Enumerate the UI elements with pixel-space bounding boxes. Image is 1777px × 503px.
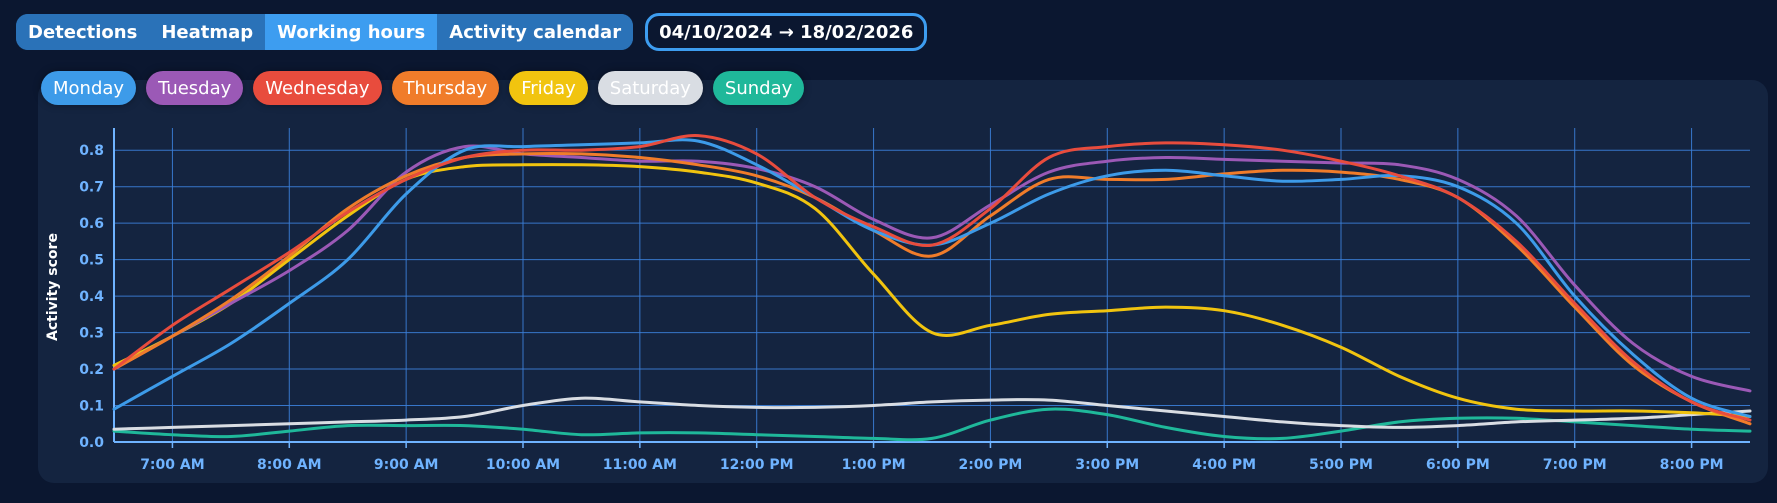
series-line-monday [112,138,1752,418]
tab-working-hours[interactable]: Working hours [265,14,438,50]
legend-item-wednesday[interactable]: Wednesday [253,71,382,105]
series-line-thursday [112,151,1752,426]
x-tick-label: 12:00 PM [720,457,794,473]
y-tick-label: 0.4 [79,289,104,305]
legend-item-monday[interactable]: Monday [41,71,137,105]
series-line-tuesday [112,144,1752,393]
legend-item-tuesday[interactable]: Tuesday [146,71,244,105]
series-legend: Monday Tuesday Wednesday Thursday Friday Satu… [41,71,805,105]
x-tick-label: 10:00 AM [486,457,560,473]
y-tick-label: 0.2 [79,362,104,378]
x-tick-label: 5:00 PM [1309,457,1373,473]
tab-detections[interactable]: Detections [16,14,150,50]
y-tick-label: 0.7 [79,180,104,196]
x-tick-label: 7:00 PM [1543,457,1607,473]
chart-grid [114,128,1750,443]
x-tick-label: 4:00 PM [1192,457,1256,473]
x-tick-label: 8:00 AM [257,457,321,473]
x-tick-label: 7:00 AM [140,457,204,473]
tab-activity-calendar[interactable]: Activity calendar [437,14,634,50]
legend-item-friday[interactable]: Friday [509,71,588,105]
view-tabs: Detections Heatmap Working hours Activit… [16,14,634,50]
chart-series [112,134,1752,442]
y-tick-label: 0.8 [79,143,104,159]
x-tick-label: 9:00 AM [374,457,438,473]
series-line-wednesday [112,134,1752,422]
top-toolbar: Detections Heatmap Working hours Activit… [16,13,928,51]
date-range-picker[interactable]: 04/10/2024 → 18/02/2026 [645,13,928,51]
series-line-sunday [112,407,1752,442]
x-tick-label: 3:00 PM [1075,457,1139,473]
y-tick-label: 0.6 [79,216,104,232]
x-tick-label: 8:00 PM [1660,457,1724,473]
x-tick-label: 6:00 PM [1426,457,1490,473]
chart-card [38,80,1768,483]
y-tick-label: 0.1 [79,399,104,415]
legend-item-thursday[interactable]: Thursday [391,71,500,105]
y-tick-label: 0.0 [79,435,104,451]
y-tick-label: 0.5 [79,253,104,269]
legend-item-sunday[interactable]: Sunday [712,71,805,105]
x-tick-label: 11:00 AM [603,457,677,473]
y-tick-label: 0.3 [79,326,104,342]
x-tick-label: 1:00 PM [842,457,906,473]
y-axis-title: Activity score [45,233,61,341]
legend-item-saturday[interactable]: Saturday [597,71,703,105]
x-tick-label: 2:00 PM [958,457,1022,473]
chart-axes: 0.0 0.1 0.2 0.3 0.4 0.5 0.6 0.7 0.8 7:00 AM 8:00 A… [45,128,1750,473]
tab-heatmap[interactable]: Heatmap [149,14,266,50]
series-line-saturday [112,396,1752,431]
